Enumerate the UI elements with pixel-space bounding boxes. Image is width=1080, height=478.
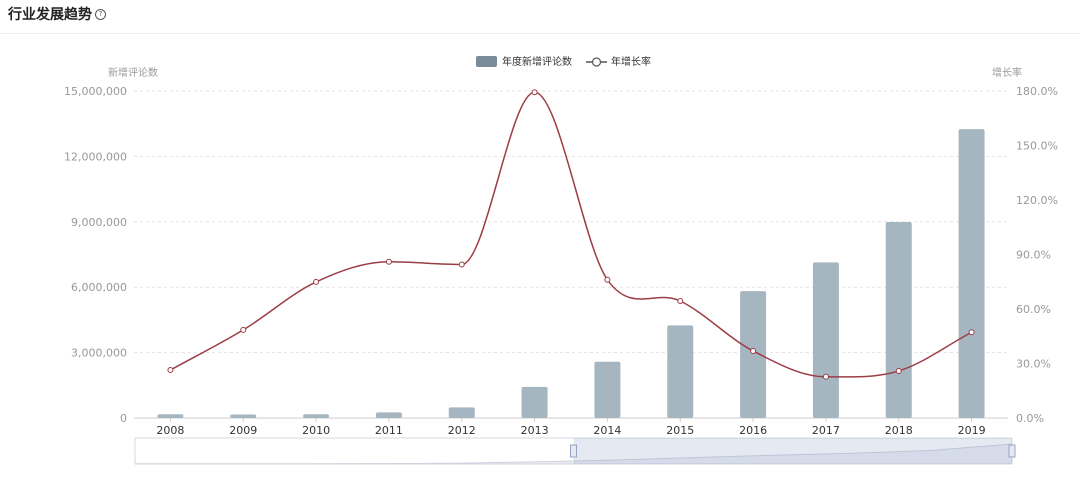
- bar-2019[interactable]: [958, 129, 985, 418]
- x-tick-label: 2013: [521, 424, 549, 437]
- x-tick-label: 2018: [885, 424, 913, 437]
- point-2008[interactable]: [167, 367, 174, 374]
- legend[interactable]: 年度新增评论数 年增长率: [476, 55, 651, 68]
- bar-2015[interactable]: [667, 325, 694, 418]
- point-2019[interactable]: [968, 329, 975, 336]
- bar-2014[interactable]: [594, 361, 621, 418]
- bar-2012[interactable]: [448, 407, 475, 418]
- right-tick-label: 60.0%: [1016, 303, 1051, 316]
- point-2013[interactable]: [531, 89, 538, 96]
- data-zoom-preview: [134, 443, 1013, 465]
- point-2009[interactable]: [240, 326, 247, 333]
- legend-bar-swatch[interactable]: [476, 56, 497, 67]
- bar-2011[interactable]: [375, 412, 402, 418]
- point-2018[interactable]: [895, 367, 902, 374]
- x-tick-label: 2019: [958, 424, 986, 437]
- grid-lines: [134, 90, 1008, 419]
- x-axis-ticks: 2008 2009 2010 2011 2012 2013 2014 2015 2016 2017…: [156, 418, 986, 437]
- left-tick-label: 3,000,000: [71, 347, 127, 360]
- growth-rate-points: [167, 89, 975, 380]
- x-tick-label: 2008: [156, 424, 184, 437]
- x-tick-label: 2016: [739, 424, 767, 437]
- left-tick-label: 6,000,000: [71, 281, 127, 294]
- legend-bar-label[interactable]: 年度新增评论数: [502, 55, 572, 68]
- bar-2010[interactable]: [303, 414, 330, 418]
- growth-rate-line: [170, 91, 972, 378]
- point-2011[interactable]: [385, 258, 392, 265]
- x-tick-label: 2012: [448, 424, 476, 437]
- left-tick-label: 9,000,000: [71, 216, 127, 229]
- left-tick-label: 12,000,000: [64, 150, 127, 163]
- left-axis-label: 新增评论数: [108, 66, 158, 79]
- x-tick-label: 2017: [812, 424, 840, 437]
- point-2010[interactable]: [313, 278, 320, 285]
- page-title: 行业发展趋势: [8, 7, 92, 23]
- right-axis-ticks: 0.0% 30.0% 60.0% 90.0% 120.0% 150.0% 180.0%: [1016, 85, 1058, 425]
- right-tick-label: 180.0%: [1016, 85, 1058, 98]
- bar-2018[interactable]: [885, 222, 912, 418]
- legend-line-label[interactable]: 年增长率: [611, 55, 651, 68]
- legend-line-marker[interactable]: [591, 57, 602, 67]
- bar-2008[interactable]: [157, 414, 184, 418]
- page-header: 行业发展趋势 ?: [0, 0, 1080, 34]
- right-tick-label: 150.0%: [1016, 140, 1058, 153]
- right-tick-label: 0.0%: [1016, 412, 1044, 425]
- x-tick-label: 2011: [375, 424, 403, 437]
- right-tick-label: 30.0%: [1016, 358, 1051, 371]
- x-tick-label: 2014: [593, 424, 621, 437]
- bar-2013[interactable]: [521, 386, 548, 418]
- left-axis-ticks: 0 3,000,000 6,000,000 9,000,000 12,000,000 15…: [64, 85, 127, 425]
- data-zoom-slider[interactable]: [134, 437, 1016, 465]
- data-zoom-handle-right[interactable]: [1008, 444, 1016, 458]
- bar-2016[interactable]: [740, 291, 767, 418]
- right-tick-label: 90.0%: [1016, 249, 1051, 262]
- right-axis-label: 增长率: [992, 66, 1022, 79]
- x-tick-label: 2015: [666, 424, 694, 437]
- question-circle-icon[interactable]: ?: [95, 9, 106, 20]
- point-2016[interactable]: [750, 347, 757, 354]
- point-2017[interactable]: [822, 373, 829, 380]
- x-tick-label: 2010: [302, 424, 330, 437]
- point-2015[interactable]: [677, 298, 684, 305]
- right-tick-label: 120.0%: [1016, 194, 1058, 207]
- data-zoom-window[interactable]: [573, 438, 1013, 464]
- x-tick-label: 2009: [229, 424, 257, 437]
- bar-2009[interactable]: [230, 414, 257, 418]
- left-tick-label: 15,000,000: [64, 85, 127, 98]
- point-2012[interactable]: [458, 261, 465, 268]
- left-tick-label: 0: [120, 412, 127, 425]
- bar-2017[interactable]: [812, 262, 839, 418]
- data-zoom-handle-left[interactable]: [570, 444, 577, 458]
- point-2014[interactable]: [604, 276, 611, 283]
